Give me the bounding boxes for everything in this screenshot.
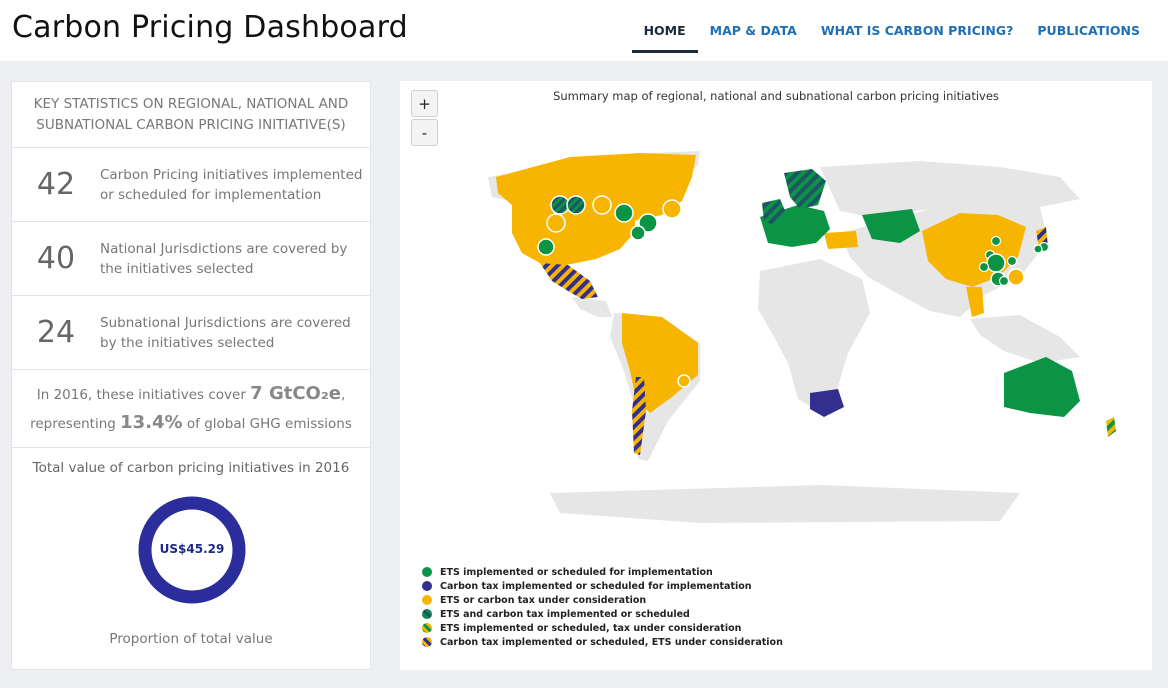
both-swatch (422, 609, 432, 619)
kazakhstan (862, 209, 920, 243)
app-title: Carbon Pricing Dashboard (12, 10, 408, 45)
russia (820, 161, 1080, 217)
stat-description: Subnational Jurisdictions are covered by… (100, 314, 351, 351)
ets-swatch (422, 567, 432, 577)
map-title: Summary map of regional, national and su… (553, 89, 999, 103)
world-map[interactable] (400, 81, 1152, 670)
australia (1004, 357, 1080, 417)
legend-label: ETS implemented or scheduled, tax under … (440, 622, 742, 634)
coverage-line-2: representing 13.4% of global GHG emissio… (30, 409, 352, 438)
stat-description: National Jurisdictions are covered by th… (100, 240, 348, 277)
marker-alberta[interactable] (566, 195, 586, 215)
legend-label: Carbon tax implemented or scheduled, ETS… (440, 636, 783, 648)
key-statistics-panel: KEY STATISTICS ON REGIONAL, NATIONAL AND… (11, 81, 371, 670)
total-value-donut (138, 496, 246, 604)
ets-consideration-swatch (422, 623, 432, 633)
marker-california[interactable] (537, 238, 555, 256)
legend-item: Carbon tax implemented or scheduled for … (422, 579, 783, 593)
central-america (572, 297, 612, 317)
tax-consideration-swatch (422, 637, 432, 647)
chile (632, 377, 646, 455)
coverage-text: of global GHG emissions (182, 415, 352, 432)
southeast-asia (970, 315, 1080, 363)
nav-home[interactable]: HOME (631, 0, 698, 61)
marker-saskatchewan[interactable] (592, 195, 612, 215)
stat-subnational-jurisdictions: 24 Subnational Jurisdictions are covered… (12, 296, 370, 370)
proportion-label: Proportion of total value (109, 631, 273, 647)
marker-nova-scotia[interactable] (662, 199, 682, 219)
stat-value: 40 (36, 241, 76, 276)
marker-rggi[interactable] (630, 225, 646, 241)
thailand-vietnam (966, 287, 984, 317)
scandinavia (784, 169, 826, 209)
coverage-text: In 2016, these initiatives cover (36, 386, 251, 403)
legend-item: ETS implemented or scheduled, tax under … (422, 621, 783, 635)
legend-item: ETS and carbon tax implemented or schedu… (422, 607, 783, 621)
marker-beijing[interactable] (990, 235, 1002, 247)
new-zealand (1106, 417, 1116, 437)
legend-item: ETS or carbon tax under consideration (422, 593, 783, 607)
statistics-heading: KEY STATISTICS ON REGIONAL, NATIONAL AND… (12, 82, 370, 148)
marker-shenzhen[interactable] (998, 275, 1010, 287)
tax-swatch (422, 581, 432, 591)
marker-rio-de-janeiro[interactable] (677, 374, 691, 388)
coverage-percent-value: 13.4% (120, 411, 183, 433)
stat-value: 24 (36, 315, 76, 350)
emissions-coverage: In 2016, these initiatives cover 7 GtCO₂… (12, 370, 370, 448)
marker-ontario[interactable] (614, 203, 634, 223)
total-value-title: Total value of carbon pricing initiative… (32, 460, 350, 476)
stat-description: Carbon Pricing initiatives implemented o… (100, 166, 363, 203)
map-panel: Summary map of regional, national and su… (400, 81, 1152, 670)
marker-fujian[interactable] (1007, 268, 1025, 286)
antarctica (550, 485, 1020, 523)
legend-item: ETS implemented or scheduled for impleme… (422, 565, 783, 579)
nav-map-data[interactable]: MAP & DATA (709, 23, 797, 38)
legend-label: ETS or carbon tax under consideration (440, 594, 647, 606)
both-regions (762, 169, 826, 225)
legend-label: Carbon tax implemented or scheduled for … (440, 580, 752, 592)
consideration-swatch (422, 595, 432, 605)
jurisdiction-markers (537, 195, 1050, 388)
zoom-out-button[interactable]: - (411, 119, 438, 146)
africa (758, 259, 870, 411)
canada (496, 153, 696, 221)
turkey (824, 231, 858, 249)
stat-initiatives: 42 Carbon Pricing initiatives implemente… (12, 148, 370, 222)
main-nav: HOME MAP & DATA WHAT IS CARBON PRICING? … (631, 0, 1152, 61)
total-value-label: US$45.29 (159, 542, 225, 556)
marker-saitama[interactable] (1033, 244, 1043, 254)
top-header: Carbon Pricing Dashboard HOME MAP & DATA… (0, 0, 1168, 61)
marker-washington[interactable] (546, 213, 566, 233)
marker-hubei[interactable] (986, 253, 1006, 273)
nav-publications[interactable]: PUBLICATIONS (1037, 23, 1140, 38)
south-africa (810, 389, 844, 417)
stat-national-jurisdictions: 40 National Jurisdictions are covered by… (12, 222, 370, 296)
stat-value: 42 (36, 167, 76, 202)
western-europe (762, 199, 786, 225)
marker-shanghai[interactable] (1006, 255, 1018, 267)
coverage-emissions-value: 7 GtCO₂e (250, 382, 341, 404)
marker-quebec[interactable] (638, 213, 658, 233)
coverage-text: , (340, 386, 346, 403)
legend-label: ETS and carbon tax implemented or schedu… (440, 608, 690, 620)
zoom-in-button[interactable]: + (411, 90, 438, 117)
nav-what-is-carbon-pricing[interactable]: WHAT IS CARBON PRICING? (820, 23, 1014, 38)
mexico (540, 263, 598, 299)
marker-chongqing[interactable] (978, 261, 990, 273)
legend-item: Carbon tax implemented or scheduled, ETS… (422, 635, 783, 649)
coverage-text: representing (30, 415, 121, 432)
legend-label: ETS implemented or scheduled for impleme… (440, 566, 713, 578)
tax-consideration-regions (540, 263, 646, 455)
coverage-line-1: In 2016, these initiatives cover 7 GtCO₂… (37, 380, 346, 409)
map-legend: ETS implemented or scheduled for impleme… (422, 565, 783, 649)
